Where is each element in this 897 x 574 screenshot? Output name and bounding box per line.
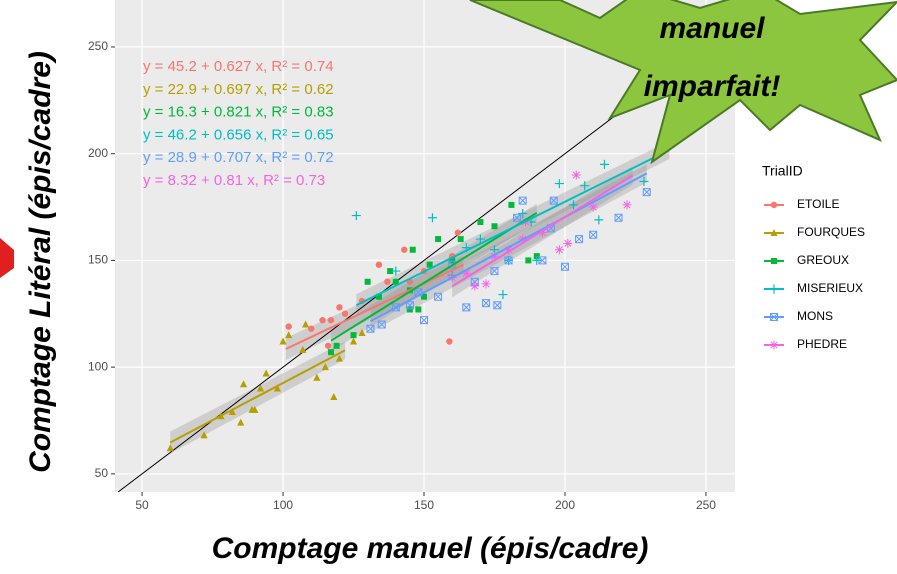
point <box>491 223 497 229</box>
x-tick-label: 200 <box>555 498 575 512</box>
x-tick-label: 250 <box>696 498 716 512</box>
point <box>334 343 340 349</box>
x-tick-label: 100 <box>273 498 293 512</box>
legend-key <box>771 258 777 264</box>
x-tick-label: 50 <box>135 498 149 512</box>
point <box>328 349 334 355</box>
point <box>376 261 382 267</box>
point <box>446 338 452 344</box>
point <box>325 343 331 349</box>
chart: 50 100 150 200 250 50 100 150 200 250 y = 45.2 + … <box>0 0 897 574</box>
legend: TrialID ETOILE FOURQUES GREOUX MISERIEUX MON… <box>762 163 865 351</box>
y-tick-label: 50 <box>95 466 109 480</box>
y-axis-label: Comptage Litéral (épis/cadre) <box>24 51 57 473</box>
equation-label: y = 16.3 + 0.821 x, R² = 0.83 <box>143 104 334 121</box>
decoration <box>0 238 14 278</box>
x-tick-label: 150 <box>414 498 434 512</box>
point <box>351 332 357 338</box>
legend-label: FOURQUES <box>797 225 865 239</box>
point <box>285 323 291 329</box>
point <box>401 247 407 253</box>
legend-key <box>771 202 777 208</box>
legend-label: GREOUX <box>797 253 849 267</box>
point <box>508 202 514 208</box>
point <box>458 236 464 242</box>
legend-label: MISERIEUX <box>797 281 863 295</box>
point <box>555 245 564 254</box>
point <box>336 304 342 310</box>
point <box>477 219 483 225</box>
equation-label: y = 45.2 + 0.627 x, R² = 0.74 <box>143 58 334 75</box>
point <box>572 171 581 180</box>
legend-label: MONS <box>797 309 833 323</box>
point <box>455 229 461 235</box>
equation-label: y = 28.9 + 0.707 x, R² = 0.72 <box>143 149 334 166</box>
point <box>482 279 491 288</box>
point <box>623 200 632 209</box>
equation-label: y = 8.32 + 0.81 x, R² = 0.73 <box>143 172 325 189</box>
point <box>308 326 314 332</box>
y-tick-label: 200 <box>88 146 108 160</box>
point <box>470 282 479 291</box>
legend-key <box>770 341 779 350</box>
legend-key <box>770 285 779 294</box>
y-tick-label: 150 <box>88 253 108 267</box>
point <box>365 279 371 285</box>
point <box>525 257 531 263</box>
legend-label: ETOILE <box>797 197 839 211</box>
point <box>342 311 348 317</box>
point <box>319 317 325 323</box>
point <box>415 307 421 313</box>
x-axis-label: Comptage manuel (épis/cadre) <box>212 532 649 565</box>
y-tick-label: 100 <box>88 359 108 373</box>
y-tick-label: 250 <box>88 39 108 53</box>
point <box>410 247 416 253</box>
legend-label: PHEDRE <box>797 337 847 351</box>
point <box>384 279 390 285</box>
equation-label: y = 46.2 + 0.656 x, R² = 0.65 <box>143 126 334 143</box>
equation-label: y = 22.9 + 0.697 x, R² = 0.62 <box>143 81 334 98</box>
callout-text: manuel <box>659 12 765 45</box>
point <box>328 317 334 323</box>
point <box>435 236 441 242</box>
callout-text: imparfait! <box>644 70 781 103</box>
legend-title: TrialID <box>762 163 803 179</box>
point <box>563 239 572 248</box>
